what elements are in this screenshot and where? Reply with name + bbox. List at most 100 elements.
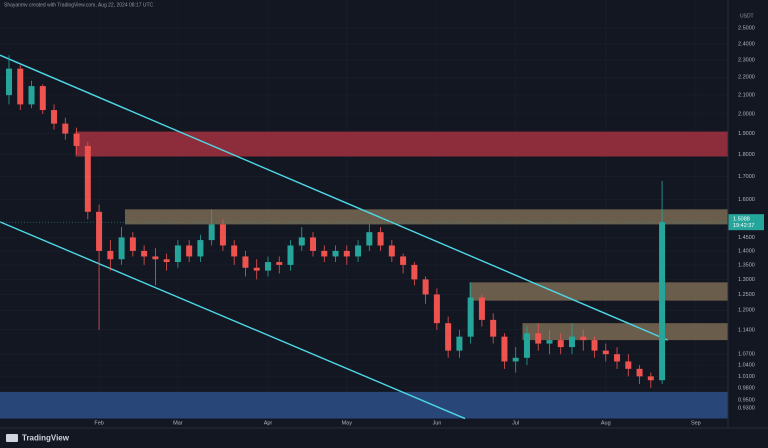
candle-body (456, 336, 463, 351)
price-tag-countdown: 19:42:37 (733, 223, 754, 229)
zones (0, 131, 728, 419)
logo-icon (6, 434, 18, 442)
candle-body (433, 294, 440, 324)
zone (0, 391, 728, 419)
candle-body (512, 357, 519, 362)
candle-body (62, 123, 69, 134)
candle-body (377, 232, 384, 246)
candle-body (400, 256, 407, 265)
candle-body (118, 237, 125, 260)
y-tick-label: 1.0100 (738, 374, 755, 380)
candle-body (28, 86, 35, 105)
candle-body (614, 354, 621, 362)
x-tick-label: Jun (432, 420, 441, 426)
candle-body (659, 222, 666, 381)
y-tick-label: 0.9500 (738, 397, 755, 403)
x-tick-label: May (342, 420, 353, 426)
candle-body (219, 224, 226, 246)
y-tick-label: 1.9000 (738, 131, 755, 137)
candle-body (51, 110, 58, 124)
candle-body (287, 245, 294, 265)
candle-body (366, 232, 373, 246)
candle-body (591, 340, 598, 351)
candle-body (490, 319, 497, 337)
logo: TradingView (6, 434, 70, 443)
zone (75, 131, 728, 157)
candle-body (39, 86, 46, 111)
candle-body (546, 340, 553, 344)
candle-body (355, 245, 362, 257)
y-tick-label: 1.2500 (738, 292, 755, 298)
y-tick-label: 0.9800 (738, 385, 755, 391)
candle-body (208, 224, 215, 241)
y-tick-label: 1.7000 (738, 174, 755, 180)
y-tick-label: 1.4500 (738, 235, 755, 241)
candle-body (478, 297, 485, 320)
trendline (0, 54, 668, 341)
chart-title: Shayanmv created with TradingView.com, A… (4, 2, 154, 8)
y-tick-label: 2.0000 (738, 111, 755, 117)
candle-body (107, 250, 114, 260)
candle-body (467, 297, 474, 337)
candle-body (647, 376, 654, 381)
candle-body (535, 333, 542, 344)
candle-body (141, 250, 148, 257)
zone (124, 209, 728, 225)
candle-body (625, 361, 632, 369)
y-tick-label: 2.5000 (738, 26, 755, 32)
candle-body (231, 245, 238, 257)
candle-body (84, 145, 91, 212)
candle-body (174, 245, 181, 263)
x-tick-label: Feb (94, 420, 103, 426)
candle-body (6, 68, 12, 96)
candle-body (602, 350, 609, 355)
candle-body (557, 340, 564, 348)
candle-body (264, 262, 271, 271)
y-tick-label: 1.0700 (738, 352, 755, 358)
y-tick-label: 2.2000 (738, 75, 755, 81)
candle-body (332, 250, 339, 257)
zone (522, 323, 728, 341)
candle-body (152, 256, 159, 260)
x-tick-label: Mar (173, 420, 183, 426)
x-tick-label: Aug (601, 420, 611, 426)
y-tick-label: 1.8000 (738, 152, 755, 158)
y-tick-label: 1.2000 (738, 308, 755, 314)
axes: 2.5000 2.4000 2.3000 2.2000 2.1000 2.0000 1.90… (0, 26, 764, 426)
y-tick-label: 1.4000 (738, 248, 755, 254)
candle-body (253, 267, 260, 271)
candle-body (321, 250, 328, 257)
candle-body (129, 237, 136, 251)
y-tick-label: 2.3000 (738, 58, 755, 64)
candle-body (523, 333, 530, 358)
candle-body (163, 259, 170, 263)
candle-body (186, 245, 193, 257)
candle-body (310, 237, 317, 251)
candle-body (422, 279, 429, 295)
currency: USDT (740, 13, 754, 19)
candle-body (197, 240, 204, 257)
y-tick-label: 1.6000 (738, 197, 755, 203)
y-tick-label: 1.3500 (738, 262, 755, 268)
candle-body (276, 262, 283, 265)
candle-body (298, 237, 305, 246)
zone (469, 282, 728, 301)
x-tick-label: Apr (264, 420, 273, 426)
x-tick-label: Jul (512, 420, 519, 426)
candle-body (569, 336, 575, 348)
candle-body (636, 368, 643, 377)
candles (6, 55, 666, 388)
candle-body (501, 336, 508, 362)
y-tick-label: 1.0400 (738, 363, 755, 369)
y-tick-label: 1.3000 (738, 277, 755, 283)
price-tag (728, 214, 764, 231)
price-tag-value: 1.5088 (733, 217, 750, 223)
brand: TradingView (22, 434, 70, 443)
candle-body (17, 68, 24, 105)
candle-body (411, 264, 418, 280)
trendline (0, 221, 466, 420)
candle-body (580, 336, 587, 341)
trendlines (0, 54, 668, 420)
candle-body (445, 323, 452, 351)
